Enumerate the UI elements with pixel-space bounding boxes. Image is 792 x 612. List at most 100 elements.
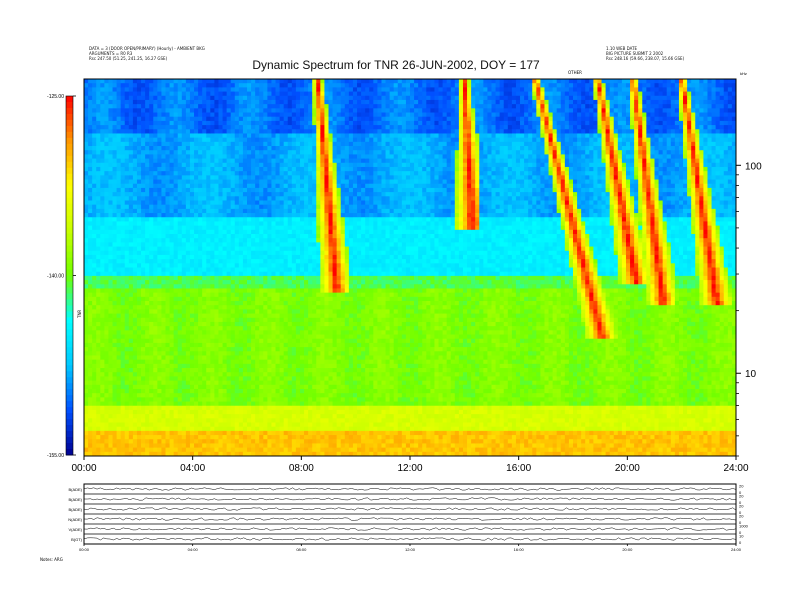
heatmap-cell — [255, 309, 260, 314]
heatmap-cell — [210, 359, 215, 365]
heatmap-cell — [145, 414, 150, 419]
heatmap-cell — [141, 397, 146, 402]
heatmap-cell — [230, 368, 236, 373]
heatmap-cell — [161, 133, 166, 139]
heatmap-cell — [247, 447, 252, 453]
heatmap-cell — [169, 384, 175, 390]
heatmap-cell — [222, 179, 228, 185]
heatmap-cell — [92, 116, 97, 122]
heatmap-cell — [242, 271, 248, 277]
heatmap-cell — [247, 317, 252, 323]
heatmap-cell — [100, 125, 105, 130]
heatmap-cell — [210, 292, 215, 298]
heatmap-cell — [222, 275, 228, 281]
heatmap-cell — [141, 116, 146, 122]
heatmap-cell — [112, 99, 118, 105]
heatmap-cell — [92, 217, 97, 222]
heatmap-cell — [96, 275, 101, 281]
heatmap-cell — [267, 409, 272, 415]
heatmap-cell — [283, 342, 289, 348]
heatmap-cell — [104, 146, 109, 151]
heatmap-cell — [242, 196, 248, 201]
heatmap-cell — [255, 317, 260, 323]
heatmap-cell — [173, 158, 179, 164]
heatmap-cell — [202, 171, 207, 176]
heatmap-cell — [271, 233, 276, 239]
heatmap-cell — [161, 334, 166, 340]
heatmap-cell — [267, 196, 272, 201]
heatmap-cell — [218, 321, 223, 327]
heatmap-cell — [299, 313, 305, 319]
heatmap-cell — [88, 154, 93, 159]
heatmap-cell — [161, 250, 166, 256]
heatmap-cell — [108, 150, 113, 155]
heatmap-cell — [108, 363, 113, 369]
heatmap-cell — [267, 284, 272, 289]
heatmap-cell — [185, 388, 191, 394]
heatmap-cell — [287, 154, 293, 159]
heatmap-cell — [226, 91, 232, 97]
heatmap-cell — [242, 334, 248, 340]
heatmap-cell — [279, 326, 285, 331]
heatmap-cell — [132, 129, 138, 134]
heatmap-cell — [194, 99, 199, 105]
heatmap-cell — [267, 192, 272, 197]
heatmap-cell — [108, 351, 113, 356]
heatmap-cell — [194, 166, 199, 172]
heatmap-cell — [185, 271, 191, 277]
heatmap-cell — [226, 263, 232, 268]
heatmap-cell — [96, 238, 101, 243]
heatmap-cell — [100, 401, 105, 407]
heatmap-cell — [263, 280, 268, 285]
heatmap-cell — [132, 83, 138, 88]
heatmap-cell — [206, 175, 211, 180]
heatmap-cell — [153, 154, 158, 159]
heatmap-cell — [206, 192, 211, 197]
heatmap-cell — [214, 187, 219, 193]
heatmap-cell — [299, 116, 305, 122]
heatmap-cell — [238, 171, 244, 176]
heatmap-cell — [242, 166, 248, 172]
heatmap-cell — [141, 384, 146, 390]
heatmap-cell — [271, 162, 276, 168]
heatmap-cell — [145, 83, 150, 88]
heatmap-cell — [96, 259, 101, 264]
heatmap-cell — [181, 342, 187, 348]
heatmap-cell — [234, 99, 240, 105]
heatmap-cell — [165, 342, 170, 348]
heatmap-cell — [279, 95, 285, 101]
heatmap-cell — [194, 288, 199, 294]
heatmap-cell — [153, 405, 158, 411]
heatmap-cell — [157, 397, 162, 402]
heatmap-cell — [169, 233, 175, 239]
heatmap-cell — [104, 342, 109, 348]
heatmap-cell — [100, 221, 105, 227]
heatmap-cell — [141, 309, 146, 314]
heatmap-cell — [132, 233, 138, 239]
heatmap-cell — [104, 263, 109, 268]
heatmap-cell — [165, 384, 170, 390]
heatmap-cell — [116, 376, 122, 381]
heatmap-cell — [202, 263, 207, 268]
heatmap-cell — [112, 125, 118, 130]
heatmap-cell — [84, 355, 89, 361]
heatmap-cell — [271, 150, 276, 155]
heatmap-cell — [267, 418, 272, 423]
heatmap-cell — [120, 430, 126, 436]
heatmap-cell — [84, 99, 89, 105]
heatmap-cell — [291, 296, 297, 302]
heatmap-cell — [247, 439, 252, 444]
heatmap-cell — [132, 79, 138, 84]
heatmap-cell — [120, 426, 126, 432]
heatmap-cell — [169, 397, 175, 402]
heatmap-cell — [299, 380, 305, 386]
heatmap-cell — [267, 414, 272, 419]
heatmap-cell — [116, 414, 122, 419]
heatmap-cell — [304, 146, 309, 151]
heatmap-cell — [222, 435, 228, 440]
heatmap-cell — [275, 192, 280, 197]
heatmap-cell — [194, 443, 199, 449]
heatmap-cell — [263, 334, 268, 340]
heatmap-cell — [251, 342, 256, 348]
heatmap-cell — [132, 280, 138, 285]
